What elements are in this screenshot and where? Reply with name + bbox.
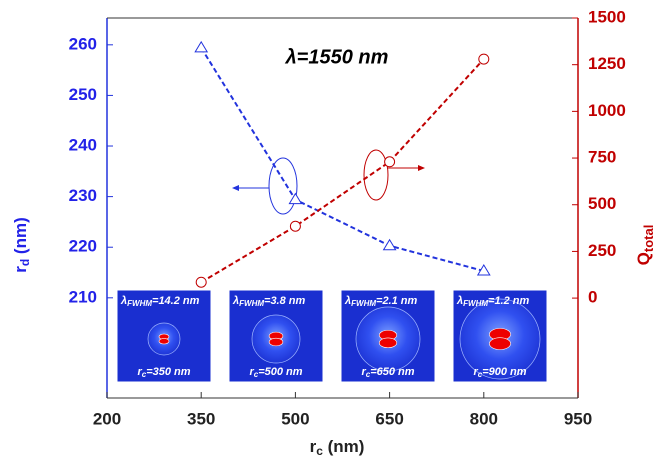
marker <box>196 277 206 287</box>
series-annotation <box>269 158 297 214</box>
y2-tick-label: 1250 <box>588 54 626 73</box>
y-tick-label: 250 <box>69 85 97 104</box>
symbol: λ <box>120 295 127 307</box>
series-annotation <box>364 150 388 200</box>
series-line <box>201 59 484 282</box>
chart-title: λ=1550 nm <box>285 46 389 68</box>
y-tick-label: 260 <box>69 34 97 53</box>
y2-tick-label: 0 <box>588 288 597 307</box>
inset-rc-label: rc=350 nm <box>137 366 190 379</box>
y2-axis-label: Qtotal <box>634 225 656 266</box>
inset-rc-label: rc=900 nm <box>473 366 526 379</box>
symbol: λ <box>456 295 463 307</box>
marker <box>290 221 300 231</box>
label-sub: d <box>18 259 32 266</box>
x-tick-label: 950 <box>564 409 592 428</box>
arrow-head <box>232 185 239 191</box>
y-tick-label: 230 <box>69 186 97 205</box>
symbol-sub: FWHM <box>351 299 376 308</box>
x-tick-label: 650 <box>375 409 403 428</box>
marker <box>479 54 489 64</box>
x-tick-label: 350 <box>187 409 215 428</box>
label-main: Q <box>634 252 653 265</box>
x-axis-label: rc (nm) <box>310 437 365 458</box>
fwhm-value: =14.2 nm <box>152 295 200 307</box>
marker <box>289 194 301 204</box>
rc-value: =650 nm <box>370 366 415 378</box>
symbol-sub: FWHM <box>127 299 152 308</box>
y2-tick-label: 1000 <box>588 101 626 120</box>
inset: λFWHM=14.2 nm rc=350 nm <box>117 290 211 382</box>
label-sub: total <box>641 225 656 252</box>
fwhm-value: =1.2 nm <box>488 295 529 307</box>
fwhm-value: =3.8 nm <box>264 295 305 307</box>
rc-value: =500 nm <box>258 366 303 378</box>
x-tick-label: 500 <box>281 409 309 428</box>
series-line <box>201 48 484 271</box>
y2-tick-label: 250 <box>588 241 616 260</box>
y2-tick-label: 1500 <box>588 7 626 26</box>
arrow-head <box>418 165 425 171</box>
y2-tick-label: 500 <box>588 194 616 213</box>
inset: λFWHM=3.8 nm rc=500 nm <box>229 290 323 382</box>
y-tick-label: 240 <box>69 136 97 155</box>
symbol-sub: FWHM <box>463 299 488 308</box>
x-tick-label: 200 <box>93 409 121 428</box>
inset-rc-label: rc=500 nm <box>249 366 302 379</box>
marker <box>195 42 207 52</box>
chart: λ=1550 nm rd (nm) Qtotal rc (nm) 210 220 2… <box>0 0 663 463</box>
marker <box>385 157 395 167</box>
fwhm-value: =2.1 nm <box>376 295 417 307</box>
rc-value: =350 nm <box>146 366 191 378</box>
inset-lobe <box>159 338 169 344</box>
label-unit: (nm) <box>11 217 30 254</box>
marker <box>384 240 396 250</box>
y-tick-label: 220 <box>69 237 97 256</box>
inset: λFWHM=2.1 nm rc=650 nm <box>341 290 435 382</box>
x-tick-label: 800 <box>470 409 498 428</box>
label-unit: (nm) <box>328 437 365 456</box>
y-tick-label: 210 <box>69 287 97 306</box>
symbol: λ <box>232 295 239 307</box>
inset-lobe <box>379 338 397 348</box>
inset-rc-label: rc=650 nm <box>361 366 414 379</box>
inset: λFWHM=1.2 nm rc=900 nm <box>453 290 547 382</box>
inset-lobe <box>489 338 510 350</box>
inset-lobe <box>269 338 283 346</box>
symbol-sub: FWHM <box>239 299 264 308</box>
y2-tick-label: 750 <box>588 148 616 167</box>
symbol: λ <box>344 295 351 307</box>
rc-value: =900 nm <box>482 366 527 378</box>
y-axis-label: rd (nm) <box>11 217 32 273</box>
